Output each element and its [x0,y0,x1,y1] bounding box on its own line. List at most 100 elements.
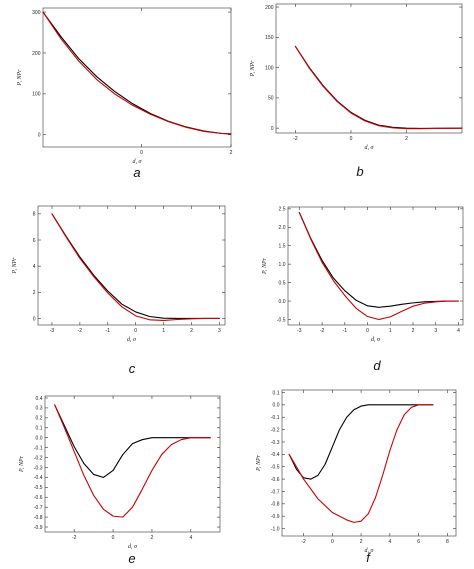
y-tick-label: 200 [32,51,41,57]
series-line-red [42,11,232,135]
x-axis-label: d, σ [365,548,375,554]
y-tick-label: 0.0 [279,299,286,305]
x-tick-label: -2 [78,328,83,334]
y-tick-label: 2.0 [279,225,286,231]
y-tick-label: 0.2 [36,416,43,422]
y-tick-label: -0.5 [271,465,280,471]
y-tick-label: -0.3 [271,440,280,446]
series-line-red [288,404,434,523]
x-tick-label: 0 [350,136,353,142]
x-tick-label: 3 [434,328,437,334]
series-line-black [288,404,434,480]
y-axis-label: P, NPr [19,455,25,473]
series-line-black [294,45,463,130]
y-tick-label: 8 [33,212,36,218]
y-tick-label: 0 [33,316,36,322]
panel-caption: b [356,164,363,179]
y-tick-label: -0.6 [271,477,280,483]
y-tick-label: -0.4 [34,475,43,481]
series-line-red [51,213,220,321]
x-tick-label: 0 [366,328,369,334]
y-tick-label: 0.3 [36,406,43,412]
x-tick-label: -3 [50,328,55,334]
y-tick-label: -0.3 [34,465,43,471]
series-line-black [42,11,232,135]
y-tick-label: -0.2 [271,427,280,433]
x-tick-label: 1 [389,328,392,334]
x-tick-label: -1 [106,328,111,334]
y-tick-label: 0.4 [36,396,43,402]
y-tick-label: 50 [268,96,274,102]
x-tick-label: -1 [343,328,348,334]
x-tick-label: 0 [112,535,115,541]
x-tick-label: 2 [405,136,408,142]
x-tick-label: -3 [297,328,302,334]
y-tick-label: -0.8 [271,502,280,508]
y-tick-label: -0.6 [34,495,43,501]
y-tick-label: 100 [265,65,274,71]
chart-panel-e: -2 0 2 4 0.4 0.3 0.2 0.1 0.0 -0.1 -0.2 -0.3 -0.4 -0.5… [19,395,221,566]
chart-panel-d: -3 -2 -1 0 1 2 3 4 -0.5 0.0 0.5 1.0 1.5 2.0 2.5 d, σ P, … [262,206,464,373]
series-line-red [298,211,459,321]
y-tick-label: 6 [33,238,36,244]
chart-panel-c: -3 -2 -1 0 1 2 3 0 2 4 6 8 d, σ P, NPr c [12,205,226,376]
x-tick-label: -2 [320,328,325,334]
y-tick-label: 4 [33,264,36,270]
y-tick-label: -0.2 [34,455,43,461]
x-axis-label: d, σ [365,145,375,151]
plot-frame [287,206,464,326]
y-tick-label: -0.1 [271,415,280,421]
y-tick-label: -0.8 [34,515,43,521]
panel-caption: f [366,550,371,565]
y-tick-label: 200 [265,5,274,11]
x-tick-label: 0 [140,150,143,156]
x-tick-label: 1 [162,328,165,334]
chart-panel-a: 0 2 0 100 200 300 d, σ P, NPr a [17,7,233,180]
series-line-black [54,404,211,478]
y-tick-label: 0.5 [279,280,286,286]
panel-caption: a [133,165,140,180]
x-tick-label: 0 [331,539,334,545]
x-tick-label: 4 [189,535,192,541]
y-tick-label: -0.9 [34,525,43,531]
x-axis-label: d, σ [133,159,143,165]
y-tick-label: -0.7 [271,489,280,495]
x-tick-label: 3 [218,328,221,334]
y-tick-label: -0.9 [271,514,280,520]
y-tick-label: -0.5 [277,317,286,323]
y-tick-label: 0 [38,133,41,139]
chart-panel-b: -2 0 2 0 50 100 150 200 d, σ P, NPr b [250,3,463,179]
plot-frame [275,3,463,134]
y-axis-label: P, NPr [17,69,23,87]
y-tick-label: 2 [33,290,36,296]
y-tick-label: -0.1 [34,445,43,451]
x-tick-label: -2 [301,539,306,545]
chart-panel-f: -2 0 2 4 6 8 0.1 0.0 -0.1 -0.2 -0.3 -0.4 -0.5 -0.6 -0.… [256,389,457,565]
x-tick-label: 4 [388,539,391,545]
series-line-black [298,211,459,308]
y-axis-label: P, NPr [250,60,256,78]
x-axis-label: d, σ [127,337,137,343]
x-tick-label: 8 [446,539,449,545]
series-line-red [294,45,463,130]
y-tick-label: 1.5 [279,244,286,250]
y-tick-label: -0.7 [34,505,43,511]
x-tick-label: 4 [457,328,460,334]
y-tick-label: 0 [271,126,274,132]
plot-frame [37,205,226,326]
y-tick-label: 1.0 [279,262,286,268]
plot-frame [281,389,457,537]
y-tick-label: 0.1 [36,426,43,432]
panel-caption: c [129,361,136,376]
y-tick-label: -0.4 [271,452,280,458]
x-axis-label: d, σ [128,544,138,550]
y-tick-label: -1.0 [271,526,280,532]
x-tick-label: 2 [151,535,154,541]
y-tick-label: 2.5 [279,207,286,213]
series-line-red [54,404,211,518]
x-tick-label: -2 [293,136,298,142]
plot-frame [42,7,232,148]
x-tick-label: 6 [417,539,420,545]
y-tick-label: 0.0 [273,403,280,409]
y-axis-label: P, NPr [12,257,18,275]
